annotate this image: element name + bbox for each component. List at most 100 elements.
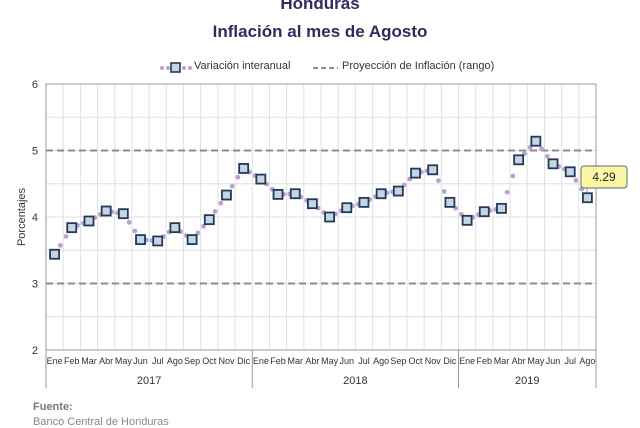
series-dot — [212, 209, 218, 214]
data-point — [392, 185, 404, 197]
x-tick-label: Sep — [184, 356, 200, 366]
y-tick-label: 6 — [32, 79, 38, 91]
series-dot — [63, 234, 69, 239]
source-text: Banco Central de Honduras — [33, 416, 169, 428]
series-dot — [201, 223, 206, 229]
y-tick-label: 4 — [32, 212, 38, 224]
series-dot — [504, 189, 510, 195]
data-point — [238, 163, 250, 174]
plot-area — [45, 83, 597, 351]
year-label: 2019 — [515, 375, 539, 387]
data-point — [135, 234, 146, 246]
data-point — [66, 222, 78, 234]
series-dot — [573, 178, 579, 183]
data-point — [169, 222, 181, 234]
data-point — [478, 206, 490, 218]
x-tick-label: Ago — [579, 356, 595, 366]
data-point — [255, 173, 267, 185]
chart-title: Honduras — [280, 0, 360, 13]
x-tick-label: Jun — [546, 356, 561, 366]
x-tick-label: Jun — [340, 356, 355, 366]
series-dot — [436, 178, 441, 184]
data-point — [289, 188, 301, 200]
x-tick-label: Nov — [425, 356, 442, 366]
data-point — [152, 235, 164, 247]
data-point — [530, 135, 542, 147]
data-point — [358, 196, 370, 208]
source-label: Fuente: — [33, 401, 73, 413]
callout-box — [580, 165, 628, 189]
y-tick-label: 3 — [32, 279, 38, 291]
year-label: 2017 — [137, 375, 161, 387]
x-tick-label: Abr — [512, 356, 526, 366]
x-tick-label: Ago — [373, 356, 389, 366]
series-dot — [441, 189, 447, 194]
x-tick-label: Ene — [47, 356, 63, 366]
data-point — [307, 198, 318, 210]
chart-subtitle: Inflación al mes de Agosto — [212, 22, 428, 41]
x-tick-label: Feb — [270, 356, 286, 366]
series-dot — [235, 174, 241, 180]
x-tick-label: Ago — [167, 356, 183, 366]
x-tick-label: Abr — [305, 356, 319, 366]
series-dot — [218, 200, 224, 206]
series-dot — [229, 183, 235, 189]
data-point — [117, 208, 129, 220]
x-tick-label: Sep — [390, 356, 406, 366]
data-point — [410, 167, 421, 179]
series-dot — [126, 219, 132, 225]
x-tick-label: Feb — [64, 356, 80, 366]
data-point — [496, 202, 507, 214]
x-tick-label: May — [115, 356, 133, 366]
year-label: 2018 — [343, 375, 367, 387]
legend: Variación interanual Proyección de Infla… — [0, 58, 640, 78]
data-point — [444, 196, 456, 208]
data-point — [49, 248, 60, 260]
series-dot — [544, 153, 550, 159]
data-point — [547, 158, 559, 170]
series-dot — [132, 228, 138, 234]
data-point — [582, 192, 593, 204]
data-point — [564, 166, 576, 178]
data-point — [341, 202, 353, 214]
x-tick-label: Nov — [218, 356, 235, 366]
x-tick-label: Jul — [358, 356, 370, 366]
callout-label: 4.29 — [592, 170, 616, 184]
data-point — [375, 188, 387, 200]
data-point — [100, 205, 112, 217]
x-tick-label: May — [321, 356, 339, 366]
x-tick-label: Dic — [237, 356, 250, 366]
y-tick-label: 2 — [32, 345, 38, 357]
legend-series-symbol — [160, 62, 192, 73]
x-tick-label: Jul — [152, 356, 164, 366]
x-tick-label: Feb — [477, 356, 493, 366]
data-point — [272, 188, 284, 200]
x-tick-label: Oct — [409, 356, 424, 366]
data-point — [324, 211, 335, 223]
series-dot — [539, 146, 544, 152]
x-tick-label: Abr — [99, 356, 113, 366]
data-point — [221, 189, 232, 201]
legend-series-label: Variación interanual — [194, 60, 291, 72]
x-tick-label: Jun — [133, 356, 148, 366]
data-point — [203, 214, 215, 226]
data-point — [427, 164, 439, 176]
series-dot — [195, 230, 201, 236]
x-tick-label: Mar — [81, 356, 97, 366]
x-tick-label: Oct — [202, 356, 217, 366]
x-tick-label: Jul — [564, 356, 576, 366]
x-tick-label: Dic — [443, 356, 456, 366]
data-point — [186, 234, 198, 246]
y-tick-label: 5 — [32, 146, 38, 158]
data-point — [513, 154, 525, 166]
series-dot — [57, 242, 63, 248]
x-tick-label: May — [527, 356, 545, 366]
x-tick-label: Ene — [459, 356, 475, 366]
y-axis-label: Porcentajes — [16, 187, 28, 246]
x-tick-label: Mar — [287, 356, 303, 366]
data-point — [83, 215, 95, 227]
series-dot — [510, 173, 516, 179]
legend-projection-label: Proyección de Inflación (rango) — [342, 60, 495, 72]
legend-symbols — [160, 62, 338, 73]
